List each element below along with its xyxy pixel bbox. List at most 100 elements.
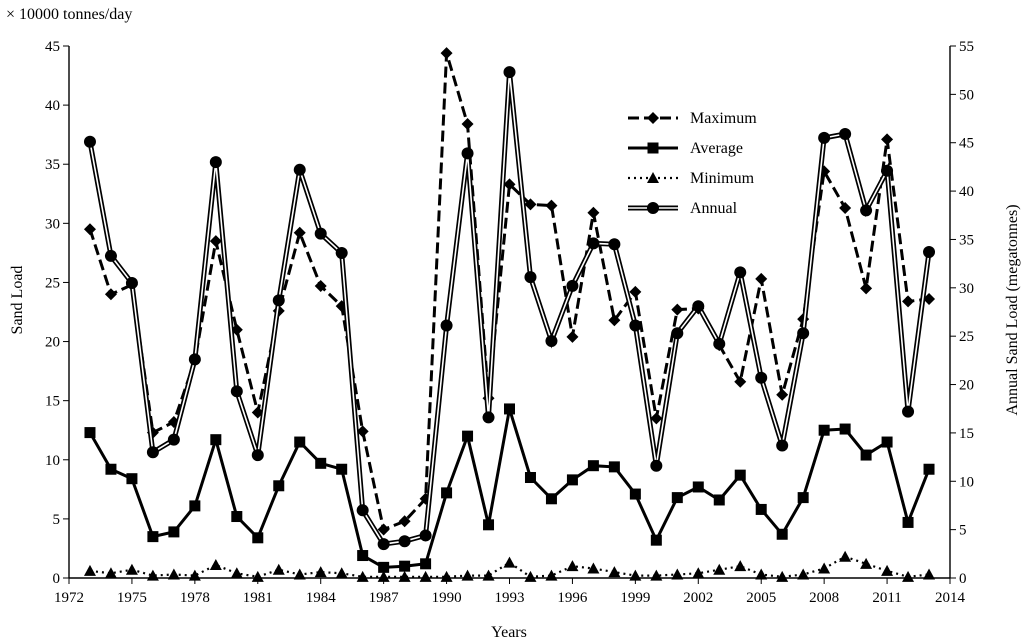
data-point bbox=[377, 570, 390, 582]
data-point bbox=[440, 47, 453, 60]
data-point bbox=[671, 303, 684, 316]
series-maximum bbox=[83, 47, 936, 536]
data-point bbox=[587, 237, 600, 250]
legend-marker bbox=[647, 172, 659, 183]
unit-note: × 10000 tonnes/day bbox=[6, 6, 132, 23]
data-point bbox=[104, 288, 117, 301]
data-point bbox=[587, 562, 600, 574]
data-point bbox=[377, 523, 390, 536]
data-point bbox=[420, 558, 432, 570]
data-point bbox=[524, 570, 537, 582]
data-point bbox=[314, 279, 327, 292]
data-point bbox=[629, 488, 641, 500]
data-point bbox=[608, 461, 620, 473]
series-line bbox=[88, 408, 931, 569]
data-point bbox=[314, 566, 327, 578]
legend-marker bbox=[647, 202, 659, 214]
data-point bbox=[482, 411, 495, 424]
series-average bbox=[84, 403, 935, 573]
data-point bbox=[566, 474, 578, 486]
data-point bbox=[524, 271, 537, 284]
data-point bbox=[356, 504, 369, 517]
legend-label: Maximum bbox=[690, 110, 757, 127]
data-point bbox=[797, 492, 809, 504]
data-point bbox=[398, 535, 411, 548]
data-point bbox=[650, 459, 663, 472]
data-point bbox=[713, 563, 726, 575]
data-point bbox=[923, 463, 935, 475]
data-point bbox=[587, 460, 599, 472]
data-point bbox=[629, 569, 642, 581]
data-point bbox=[566, 330, 579, 343]
data-point bbox=[587, 206, 600, 219]
legend-label: Annual bbox=[690, 200, 738, 217]
data-point bbox=[818, 131, 831, 144]
data-point bbox=[335, 567, 348, 579]
data-point bbox=[83, 135, 96, 148]
data-point bbox=[83, 223, 96, 236]
x-tick-label: 2011 bbox=[872, 590, 901, 606]
y-tick-label: 25 bbox=[45, 275, 60, 291]
x-tick-label: 1972 bbox=[54, 590, 84, 606]
data-point bbox=[629, 285, 642, 298]
data-point bbox=[251, 449, 264, 462]
y2-tick-label: 20 bbox=[959, 378, 974, 394]
x-tick-label: 1993 bbox=[495, 590, 525, 606]
y2-tick-label: 45 bbox=[959, 136, 974, 152]
legend-item-average: Average bbox=[628, 140, 743, 157]
data-point bbox=[839, 423, 851, 435]
legend-item-annual: Annual bbox=[628, 200, 738, 217]
data-point bbox=[776, 570, 789, 582]
data-point bbox=[503, 66, 516, 79]
plot-area bbox=[83, 47, 936, 582]
data-point bbox=[293, 568, 306, 580]
data-point bbox=[104, 567, 117, 579]
data-point bbox=[650, 412, 663, 425]
data-point bbox=[797, 568, 810, 580]
data-point bbox=[734, 266, 747, 279]
x-tick-label: 1987 bbox=[369, 590, 400, 606]
data-point bbox=[881, 164, 894, 177]
data-point bbox=[189, 500, 201, 512]
data-point bbox=[462, 430, 474, 442]
y2-tick-label: 10 bbox=[959, 474, 974, 490]
legend-label: Average bbox=[690, 140, 743, 157]
x-axis-title: Years bbox=[491, 624, 527, 641]
data-point bbox=[629, 319, 642, 332]
x-tick-label: 1975 bbox=[117, 590, 147, 606]
data-point bbox=[377, 538, 390, 551]
x-tick-label: 1990 bbox=[432, 590, 462, 606]
y-tick-label: 15 bbox=[45, 394, 60, 410]
data-point bbox=[545, 569, 558, 581]
x-tick-label: 1978 bbox=[180, 590, 210, 606]
data-point bbox=[168, 526, 180, 538]
series-line bbox=[88, 52, 930, 532]
data-point bbox=[356, 570, 369, 582]
data-point bbox=[734, 560, 747, 572]
y-tick-label: 20 bbox=[45, 335, 60, 351]
data-point bbox=[860, 557, 873, 569]
data-point bbox=[146, 446, 159, 459]
data-point bbox=[860, 449, 872, 461]
legend: Maximum Average Minimum Annual bbox=[628, 110, 757, 217]
data-point bbox=[545, 493, 557, 505]
data-point bbox=[357, 550, 369, 562]
y-tick-label: 40 bbox=[45, 98, 60, 114]
legend-item-minimum: Minimum bbox=[628, 170, 755, 187]
data-point bbox=[902, 405, 915, 418]
series-line-inner bbox=[89, 72, 930, 545]
data-point bbox=[461, 569, 474, 581]
x-tick-label: 1981 bbox=[243, 590, 273, 606]
data-point bbox=[860, 204, 873, 217]
data-point bbox=[167, 568, 180, 580]
data-point bbox=[398, 515, 411, 528]
data-point bbox=[294, 436, 306, 448]
legend-marker bbox=[647, 142, 659, 154]
data-point bbox=[713, 337, 726, 350]
data-point bbox=[650, 569, 663, 581]
y2-tick-label: 35 bbox=[959, 232, 974, 248]
data-point bbox=[125, 563, 138, 575]
series-annual bbox=[83, 66, 936, 551]
axes: 1972 1975 1978 1981 1984 1987 1990 1993 1996 1999… bbox=[45, 39, 974, 606]
